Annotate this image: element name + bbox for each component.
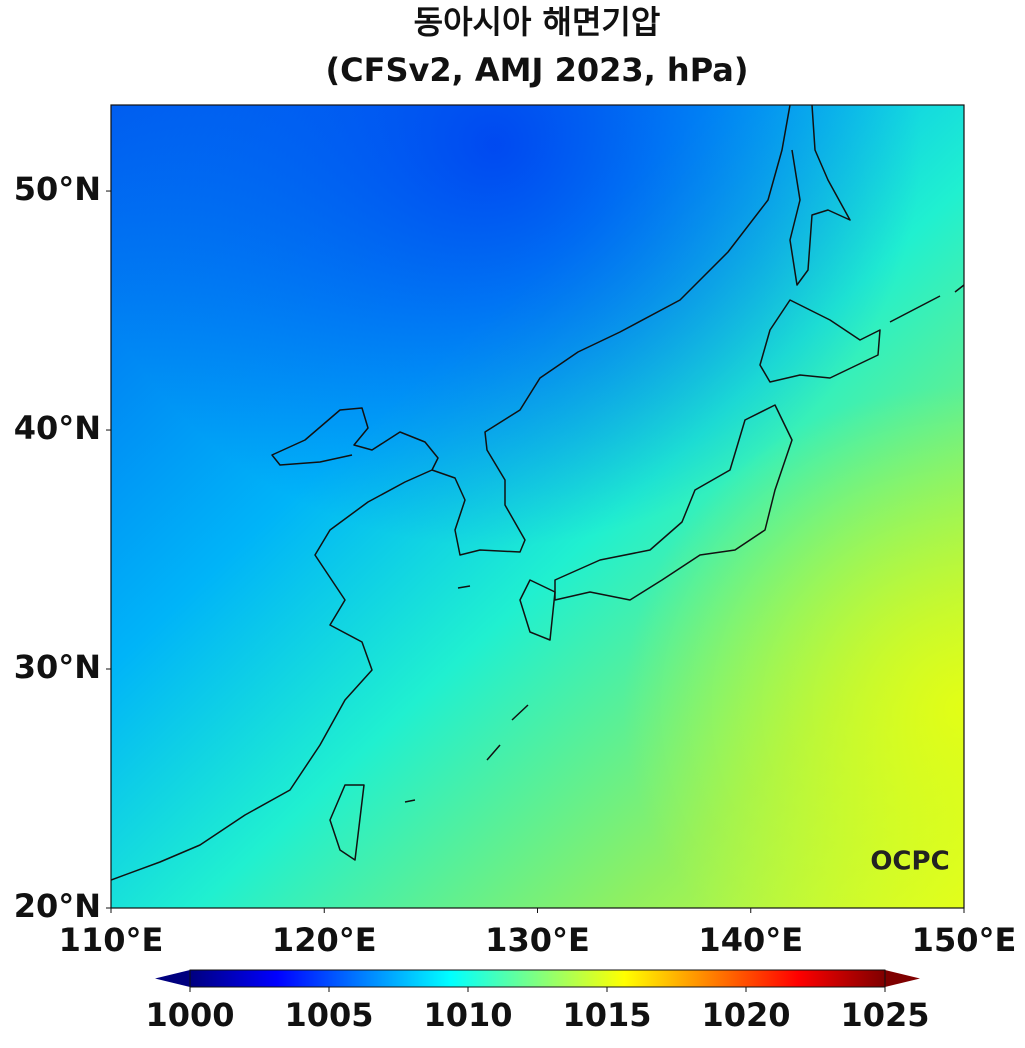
coastline-sakhalin [789,105,851,286]
coastline-taiwan [329,784,365,861]
colorbar-extend-high [885,970,920,987]
colorbar-tick-label: 1015 [562,996,651,1034]
colorbar-tick-label: 1025 [840,996,929,1034]
logo: OCPC [870,847,949,877]
colorbar [189,969,886,988]
colorbar-tick-label: 1005 [284,996,373,1034]
coastline-kyushu [519,579,556,641]
subtitle: (CFSv2, AMJ 2023, hPa) [325,51,748,89]
coastline-hokkaido [759,299,881,383]
y-tick-label: 30°N [14,648,101,686]
coastline-korea-russia [431,105,791,556]
colorbar-extend-low [155,970,190,987]
x-tick-label: 130°E [485,921,590,959]
y-tick-label: 40°N [14,409,101,447]
colorbar-tick-label: 1010 [423,996,512,1034]
title: 동아시아 해면기압 [414,3,661,41]
high-pressure [111,105,964,908]
x-tick-label: 150°E [912,921,1017,959]
x-tick-label: 140°E [698,921,803,959]
coastline-islands [404,284,964,803]
map-area [111,105,964,908]
x-tick-label: 120°E [272,921,377,959]
colorbar-tick-label: 1000 [145,996,234,1034]
coastline-china [111,407,439,881]
y-tick-label: 20°N [14,887,101,925]
coastline-honshu [554,404,793,601]
colorbar-tick-label: 1020 [701,996,790,1034]
x-tick-label: 110°E [59,921,164,959]
y-tick-label: 50°N [14,170,101,208]
